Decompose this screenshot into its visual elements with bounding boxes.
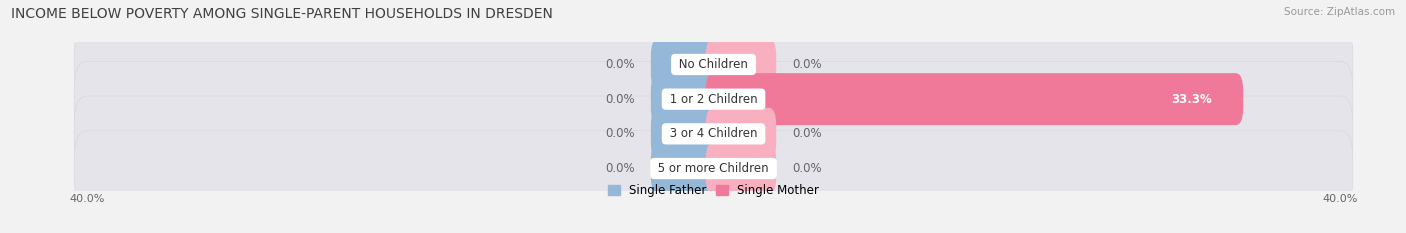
Text: 0.0%: 0.0% — [792, 162, 821, 175]
FancyBboxPatch shape — [651, 73, 721, 125]
FancyBboxPatch shape — [651, 108, 721, 160]
FancyBboxPatch shape — [706, 73, 1243, 125]
Text: 3 or 4 Children: 3 or 4 Children — [666, 127, 761, 140]
FancyBboxPatch shape — [706, 38, 776, 90]
FancyBboxPatch shape — [75, 27, 1353, 102]
Text: INCOME BELOW POVERTY AMONG SINGLE-PARENT HOUSEHOLDS IN DRESDEN: INCOME BELOW POVERTY AMONG SINGLE-PARENT… — [11, 7, 553, 21]
Text: 0.0%: 0.0% — [606, 58, 636, 71]
Text: No Children: No Children — [675, 58, 752, 71]
Text: 0.0%: 0.0% — [606, 162, 636, 175]
FancyBboxPatch shape — [75, 131, 1353, 206]
FancyBboxPatch shape — [651, 143, 721, 195]
FancyBboxPatch shape — [75, 96, 1353, 172]
FancyBboxPatch shape — [651, 38, 721, 90]
Legend: Single Father, Single Mother: Single Father, Single Mother — [607, 184, 820, 197]
Text: 0.0%: 0.0% — [792, 127, 821, 140]
Text: 1 or 2 Children: 1 or 2 Children — [666, 93, 761, 106]
Text: 33.3%: 33.3% — [1171, 93, 1212, 106]
FancyBboxPatch shape — [75, 61, 1353, 137]
Text: 5 or more Children: 5 or more Children — [654, 162, 773, 175]
Text: Source: ZipAtlas.com: Source: ZipAtlas.com — [1284, 7, 1395, 17]
FancyBboxPatch shape — [706, 143, 776, 195]
Text: 0.0%: 0.0% — [606, 127, 636, 140]
Text: 0.0%: 0.0% — [606, 93, 636, 106]
Text: 0.0%: 0.0% — [792, 58, 821, 71]
FancyBboxPatch shape — [706, 108, 776, 160]
